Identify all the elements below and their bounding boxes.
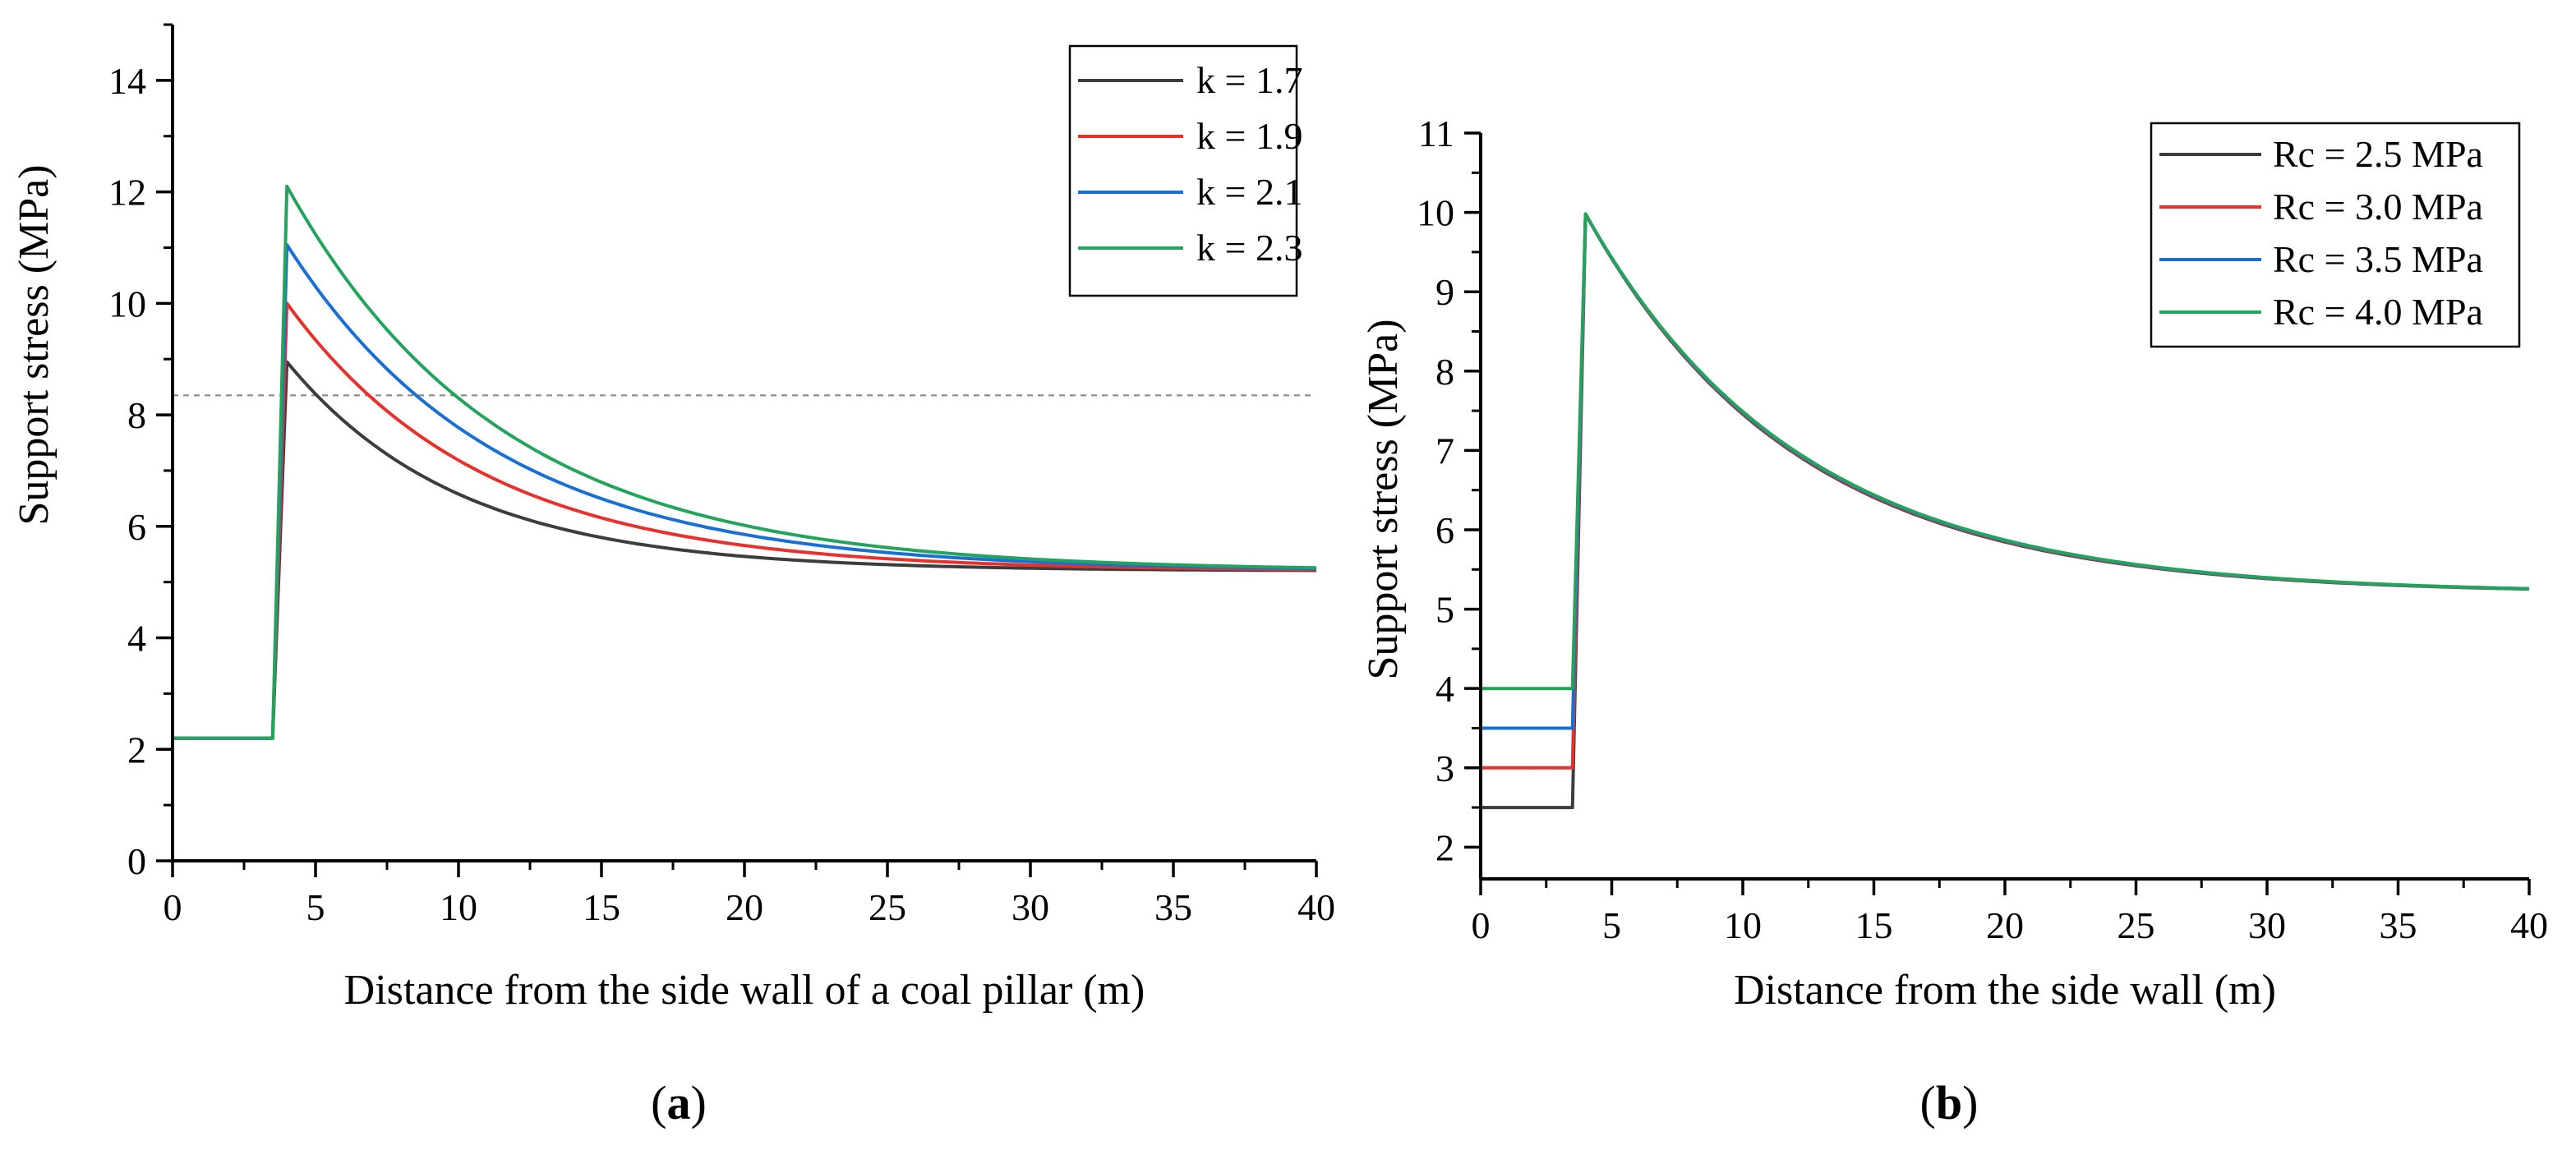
x-tick-label: 35 bbox=[1154, 886, 1192, 928]
legend: k = 1.7 k = 1.9 k = 2.1 k = 2.3 bbox=[1068, 44, 1302, 297]
series-lines bbox=[173, 184, 1317, 740]
x-tick-label: 20 bbox=[1986, 904, 2024, 946]
y-tick-label: 2 bbox=[1435, 826, 1454, 868]
legend-label: k = 1.7 bbox=[1196, 59, 1302, 101]
y-tick-label: 10 bbox=[1417, 192, 1454, 234]
legend-label: Rc = 2.5 MPa bbox=[2273, 133, 2483, 175]
y-tick-label: 12 bbox=[108, 172, 146, 214]
y-tick-label: 0 bbox=[127, 840, 146, 882]
y-tick-label: 6 bbox=[127, 506, 146, 548]
legend-frame bbox=[1068, 44, 1298, 297]
x-tick-label: 30 bbox=[2248, 904, 2286, 946]
series-line bbox=[173, 360, 1317, 740]
x-tick-label: 20 bbox=[726, 886, 763, 928]
x-tick-label: 40 bbox=[2510, 904, 2548, 946]
legend: Rc = 2.5 MPa Rc = 3.0 MPa Rc = 3.5 MPa Rc =… bbox=[2150, 122, 2521, 348]
x-tick-label: 10 bbox=[440, 886, 477, 928]
y-axis-title: Support stress (MPa) bbox=[11, 164, 58, 525]
x-ticks: 0 5 10 15 20 25 30 35 40 bbox=[164, 861, 1335, 928]
y-tick-label: 8 bbox=[127, 394, 146, 436]
legend-label: k = 2.1 bbox=[1196, 171, 1302, 213]
series-lines bbox=[1481, 212, 2530, 810]
panel-caption-b: (b) bbox=[1920, 1076, 1979, 1129]
legend-label: Rc = 3.5 MPa bbox=[2273, 238, 2483, 280]
y-tick-label: 14 bbox=[108, 60, 146, 102]
panel-a-chart: 0 5 10 15 20 25 30 35 40 0 2 4 6 8 10 12 14 Distance fr… bbox=[11, 23, 1335, 1129]
y-tick-label: 2 bbox=[127, 729, 146, 770]
x-tick-label: 15 bbox=[1855, 904, 1893, 946]
x-tick-label: 10 bbox=[1724, 904, 1762, 946]
x-axis-title: Distance from the side wall of a coal pi… bbox=[344, 967, 1145, 1014]
x-tick-label: 40 bbox=[1297, 886, 1335, 928]
series-line bbox=[173, 243, 1317, 740]
x-axis-title: Distance from the side wall (m) bbox=[1734, 967, 2276, 1014]
y-tick-label: 4 bbox=[1435, 668, 1454, 710]
series-line bbox=[173, 301, 1317, 740]
y-tick-label: 11 bbox=[1418, 113, 1454, 154]
y-ticks: 2 3 4 5 6 7 8 9 10 11 bbox=[1417, 113, 1481, 868]
series-line bbox=[1481, 212, 2530, 691]
legend-label: Rc = 4.0 MPa bbox=[2273, 291, 2483, 333]
y-tick-label: 9 bbox=[1435, 271, 1454, 313]
legend-label: k = 1.9 bbox=[1196, 115, 1302, 157]
legend-entries: Rc = 2.5 MPa Rc = 3.0 MPa Rc = 3.5 MPa Rc =… bbox=[2159, 133, 2483, 333]
x-tick-label: 35 bbox=[2380, 904, 2417, 946]
x-ticks: 0 5 10 15 20 25 30 35 40 bbox=[1472, 879, 2548, 946]
x-tick-label: 25 bbox=[2117, 904, 2155, 946]
legend-entries: k = 1.7 k = 1.9 k = 2.1 k = 2.3 bbox=[1078, 59, 1302, 269]
x-tick-label: 0 bbox=[1472, 904, 1491, 946]
panel-b-chart: 0 5 10 15 20 25 30 35 40 2 3 4 5 6 7 8 9 10 11 Distance f… bbox=[1360, 113, 2548, 1129]
y-tick-label: 6 bbox=[1435, 509, 1454, 551]
x-tick-label: 5 bbox=[1602, 904, 1621, 946]
x-tick-label: 15 bbox=[583, 886, 620, 928]
y-tick-label: 4 bbox=[127, 618, 146, 660]
y-tick-label: 3 bbox=[1435, 747, 1454, 789]
x-tick-label: 30 bbox=[1012, 886, 1049, 928]
legend-label: k = 2.3 bbox=[1196, 227, 1302, 269]
legend-label: Rc = 3.0 MPa bbox=[2273, 186, 2483, 228]
panel-caption-a: (a) bbox=[651, 1076, 707, 1129]
legend-frame bbox=[2150, 122, 2521, 348]
series-line bbox=[173, 184, 1317, 740]
y-tick-label: 7 bbox=[1435, 430, 1454, 471]
y-tick-label: 5 bbox=[1435, 589, 1454, 631]
x-tick-label: 25 bbox=[869, 886, 906, 928]
y-tick-label: 8 bbox=[1435, 351, 1454, 393]
y-ticks: 0 2 4 6 8 10 12 14 bbox=[108, 23, 173, 882]
y-tick-label: 10 bbox=[108, 283, 146, 324]
x-tick-label: 5 bbox=[306, 886, 325, 928]
y-axis-title: Support stress (MPa) bbox=[1360, 319, 1407, 679]
x-tick-label: 0 bbox=[164, 886, 182, 928]
